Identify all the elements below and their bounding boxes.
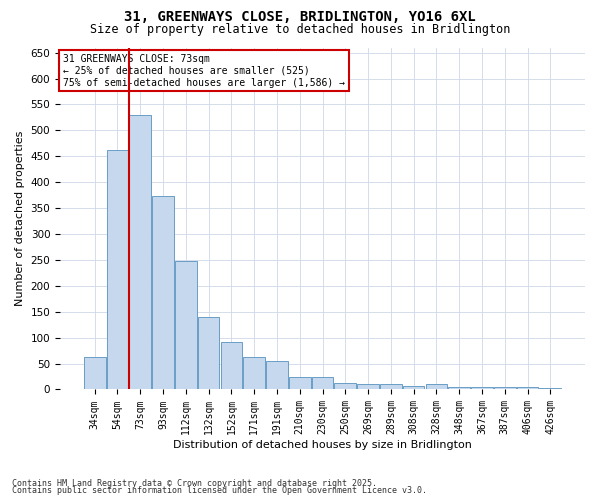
Bar: [152, 196, 174, 390]
Bar: [494, 387, 515, 390]
Bar: [84, 358, 106, 390]
Bar: [311, 376, 334, 390]
Bar: [448, 388, 470, 390]
Bar: [403, 386, 424, 390]
Bar: [266, 361, 288, 390]
Bar: [221, 342, 242, 390]
Bar: [425, 384, 447, 390]
Bar: [244, 357, 265, 390]
Bar: [357, 384, 379, 390]
Bar: [130, 115, 151, 390]
Bar: [107, 150, 128, 390]
Text: 31, GREENWAYS CLOSE, BRIDLINGTON, YO16 6XL: 31, GREENWAYS CLOSE, BRIDLINGTON, YO16 6…: [124, 10, 476, 24]
Bar: [471, 387, 493, 390]
Text: Size of property relative to detached houses in Bridlington: Size of property relative to detached ho…: [90, 22, 510, 36]
Text: Contains HM Land Registry data © Crown copyright and database right 2025.: Contains HM Land Registry data © Crown c…: [12, 478, 377, 488]
Bar: [289, 376, 311, 390]
Bar: [175, 261, 197, 390]
Bar: [198, 317, 220, 390]
Bar: [517, 387, 538, 390]
X-axis label: Distribution of detached houses by size in Bridlington: Distribution of detached houses by size …: [173, 440, 472, 450]
Bar: [380, 384, 401, 390]
Bar: [334, 384, 356, 390]
Text: Contains public sector information licensed under the Open Government Licence v3: Contains public sector information licen…: [12, 486, 427, 495]
Bar: [539, 388, 561, 390]
Text: 31 GREENWAYS CLOSE: 73sqm
← 25% of detached houses are smaller (525)
75% of semi: 31 GREENWAYS CLOSE: 73sqm ← 25% of detac…: [62, 54, 344, 88]
Y-axis label: Number of detached properties: Number of detached properties: [15, 131, 25, 306]
